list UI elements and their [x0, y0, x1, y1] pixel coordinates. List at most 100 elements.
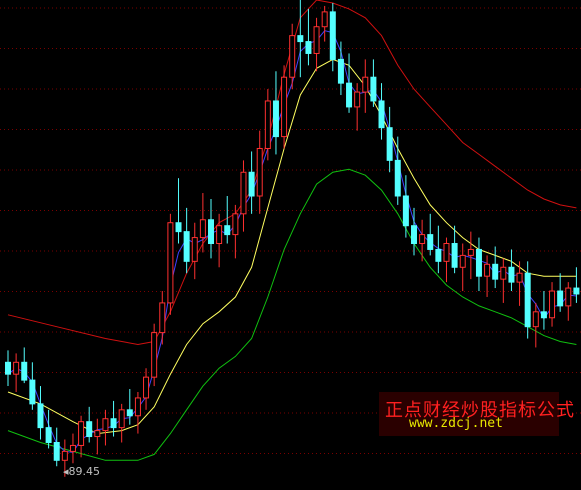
candle	[86, 406, 93, 443]
candle-body	[354, 91, 361, 108]
candle	[159, 291, 166, 345]
candle-body	[13, 361, 20, 375]
middle-band-line	[7, 58, 577, 435]
candle	[394, 136, 401, 205]
candle-body	[118, 409, 125, 429]
candle-body	[394, 159, 401, 197]
candle	[208, 198, 214, 259]
candle	[459, 243, 466, 292]
candle-body	[45, 427, 52, 443]
candle-body	[297, 35, 304, 43]
candle-body	[167, 222, 174, 304]
candle-body	[248, 171, 255, 197]
candle	[427, 213, 434, 256]
candle	[191, 222, 198, 280]
candle-body	[329, 11, 336, 60]
candle	[13, 353, 20, 392]
candle-body	[573, 287, 580, 295]
candle-body	[362, 76, 369, 93]
candle	[354, 83, 361, 131]
candle-body	[540, 311, 547, 319]
candle	[451, 225, 458, 274]
candle	[126, 389, 133, 425]
candle-body	[216, 225, 223, 245]
candle-body	[264, 100, 271, 149]
low-price-label: ◂89.45	[63, 465, 100, 478]
candle-body	[281, 76, 288, 138]
candle-body	[467, 248, 474, 256]
candle-body	[232, 213, 239, 236]
candle	[183, 207, 190, 274]
candle-body	[29, 379, 36, 405]
candle-body	[427, 234, 434, 250]
candle	[21, 347, 28, 384]
candle-body	[337, 58, 344, 84]
candle	[370, 59, 377, 107]
candle	[167, 213, 174, 315]
candle-body	[183, 231, 190, 262]
candle	[110, 400, 117, 437]
candle-body	[37, 403, 44, 429]
candle	[232, 204, 239, 259]
candle-body	[199, 219, 206, 239]
candle	[37, 386, 44, 440]
candle	[256, 130, 263, 214]
candle-body	[53, 441, 60, 461]
candle	[516, 261, 523, 306]
candle-body	[346, 82, 353, 108]
candle	[175, 178, 182, 244]
candle-body	[289, 35, 296, 78]
candle	[573, 267, 580, 303]
candle-body	[143, 376, 150, 399]
candle-body	[557, 290, 564, 307]
candle-body	[451, 243, 458, 268]
candle-body	[78, 421, 85, 446]
candle-body	[402, 195, 409, 227]
candle-body	[126, 409, 133, 417]
candle-body	[443, 243, 450, 262]
candle-body	[305, 41, 312, 54]
candle	[508, 249, 515, 292]
candle	[435, 225, 442, 274]
candle-body	[191, 237, 198, 262]
low-price-value: 89.45	[68, 465, 101, 478]
candle	[216, 213, 223, 268]
candle-body	[386, 127, 393, 161]
candle	[346, 53, 353, 113]
candle	[61, 439, 68, 477]
candle	[475, 237, 482, 292]
candle-body	[321, 11, 328, 28]
candle-body	[256, 147, 263, 197]
candle	[532, 302, 539, 348]
candle	[540, 291, 547, 330]
candle	[419, 219, 426, 262]
watermark-box: 正点财经炒股指标公式 www.zdcj.net	[379, 392, 574, 436]
candle-body	[110, 418, 117, 429]
candle-body	[313, 26, 320, 54]
candle	[29, 362, 36, 410]
candle-body	[565, 287, 572, 307]
candle-body	[208, 219, 214, 245]
candle-body	[435, 248, 442, 262]
candle	[313, 17, 320, 72]
candle	[557, 273, 564, 312]
candle	[272, 71, 279, 155]
candle-body	[134, 397, 141, 417]
low-price-arrow: ◂	[63, 465, 69, 478]
candle-body	[224, 225, 231, 236]
candle-body	[21, 361, 28, 381]
candle-body	[411, 225, 417, 245]
candle-body	[549, 290, 556, 319]
candle	[248, 151, 255, 214]
candle	[565, 282, 572, 321]
candle	[362, 59, 369, 113]
candle	[264, 89, 271, 161]
candle	[134, 392, 141, 434]
candle	[492, 246, 499, 289]
candle	[143, 368, 150, 410]
candle	[224, 196, 231, 244]
candle-body	[459, 254, 466, 268]
candle	[467, 231, 474, 280]
candle-body	[370, 76, 377, 102]
candle-body	[492, 263, 499, 280]
